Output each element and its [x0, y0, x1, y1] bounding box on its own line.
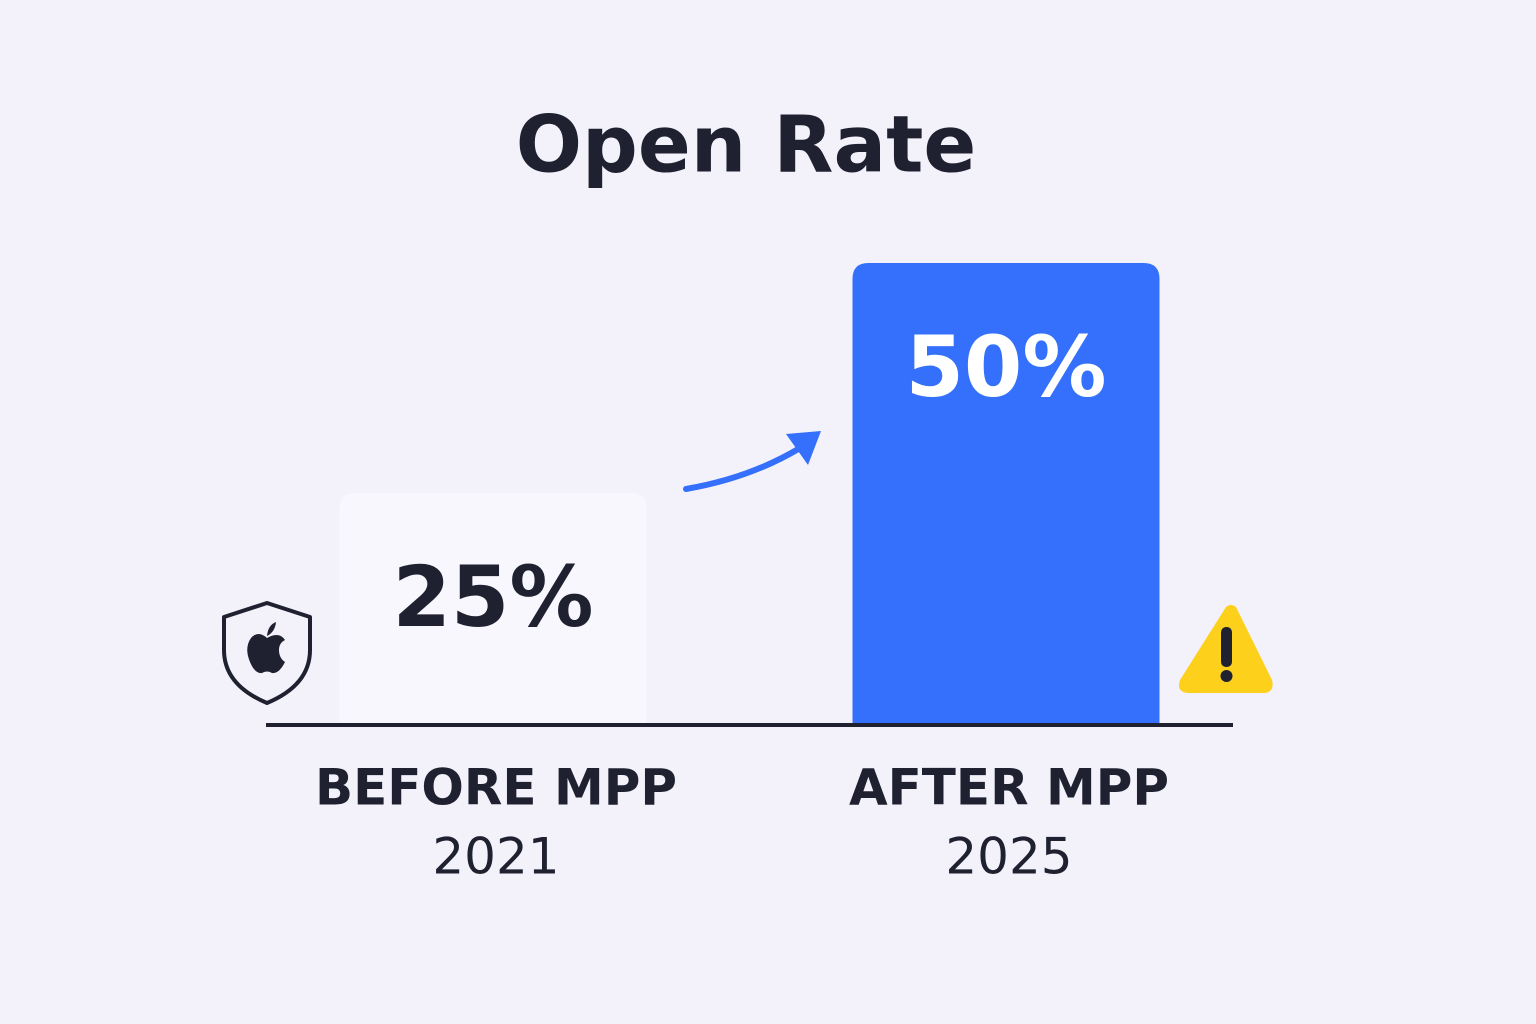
x-tick-label: AFTER MPP: [849, 759, 1169, 817]
bar: [339, 493, 647, 723]
bars: [339, 263, 1160, 723]
value-label: 50%: [905, 318, 1106, 416]
value-label: 25%: [392, 548, 593, 646]
trend-arrow: [683, 445, 803, 492]
x-tick-sublabel: 2021: [432, 828, 559, 886]
chart-title: Open Rate: [516, 100, 977, 190]
warning-icon: [1179, 605, 1273, 693]
privacy-shield-icon: [222, 601, 312, 705]
x-tick-label: BEFORE MPP: [315, 759, 677, 817]
trend-arrowhead: [786, 431, 821, 465]
bar: [852, 263, 1160, 723]
x-tick-sublabel: 2025: [945, 828, 1072, 886]
